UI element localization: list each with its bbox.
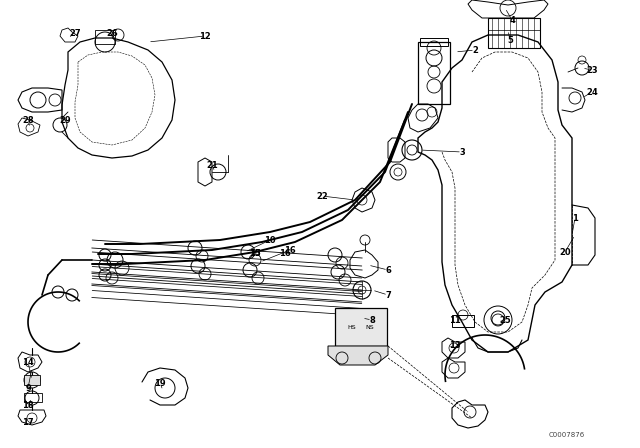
Text: 11: 11 (449, 315, 461, 324)
Text: 21: 21 (206, 160, 218, 169)
Text: 10: 10 (264, 236, 276, 245)
Text: 13: 13 (449, 340, 461, 349)
Text: 2: 2 (472, 46, 478, 55)
Text: 26: 26 (106, 29, 118, 38)
Text: 22: 22 (316, 191, 328, 201)
Text: 4: 4 (509, 16, 515, 25)
Text: 16: 16 (284, 246, 296, 254)
Text: 14: 14 (22, 358, 34, 366)
Text: 1: 1 (572, 214, 578, 223)
Text: 17: 17 (22, 418, 34, 426)
Text: C0007876: C0007876 (548, 432, 585, 438)
Text: 6: 6 (385, 266, 391, 275)
Text: 12: 12 (199, 31, 211, 40)
Text: HS: HS (348, 324, 356, 329)
Text: 27: 27 (69, 29, 81, 38)
Text: 7: 7 (385, 290, 391, 300)
Text: 15: 15 (249, 249, 261, 258)
Text: 3: 3 (459, 147, 465, 156)
Text: 9: 9 (25, 383, 31, 392)
Text: 5: 5 (507, 35, 513, 44)
Bar (420, 38, 448, 46)
Bar (488, 18, 540, 48)
Bar (418, 42, 450, 104)
Text: 28: 28 (22, 116, 34, 125)
Text: 16: 16 (279, 249, 291, 258)
Polygon shape (328, 346, 388, 365)
Text: 20: 20 (559, 247, 571, 257)
Text: NS: NS (365, 324, 374, 329)
Text: 8: 8 (369, 315, 375, 324)
Polygon shape (24, 375, 40, 385)
Bar (452, 315, 474, 327)
Text: 15: 15 (249, 249, 261, 258)
Bar (95, 30, 115, 44)
Text: 18: 18 (22, 401, 34, 409)
Bar (335, 308, 387, 346)
Text: 24: 24 (586, 87, 598, 96)
Text: 29: 29 (59, 116, 71, 125)
Text: 23: 23 (586, 65, 598, 74)
Text: 19: 19 (154, 379, 166, 388)
Text: 25: 25 (499, 315, 511, 324)
